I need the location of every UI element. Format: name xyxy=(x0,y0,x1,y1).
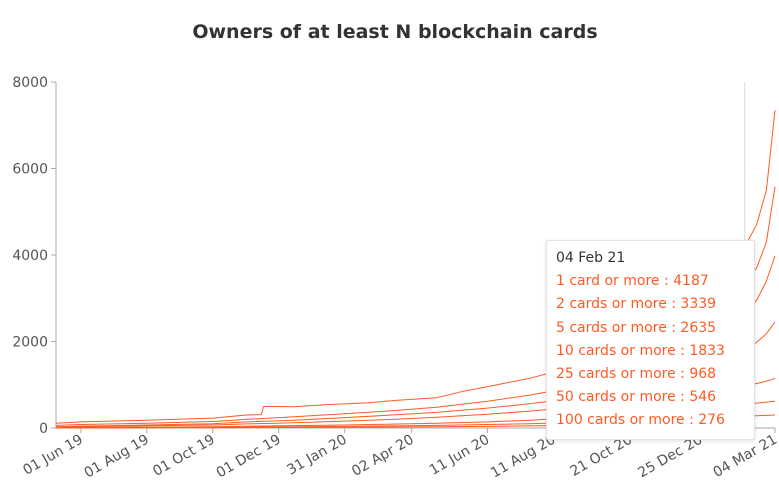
tooltip-row-2: 2 cards or more : 3339 xyxy=(556,296,717,313)
chart-title: Owners of at least N blockchain cards xyxy=(192,21,597,43)
chart-tooltip: 04 Feb 21 1 card or more : 4187 2 cards … xyxy=(546,240,755,440)
y-tick-label: 4000 xyxy=(12,248,48,264)
x-tick-label: 01 Dec 19 xyxy=(214,432,284,482)
x-tick-label: 31 Jan 20 xyxy=(284,432,349,479)
x-tick-label: 01 Aug 19 xyxy=(82,432,152,482)
x-tick-label: 01 Jun 19 xyxy=(20,432,86,479)
y-tick-label: 6000 xyxy=(12,162,48,178)
x-tick-label: 02 Apr 20 xyxy=(349,432,417,480)
tooltip-row-50: 50 cards or more : 546 xyxy=(556,389,717,406)
tooltip-row-100: 100 cards or more : 276 xyxy=(556,412,725,429)
tooltip-row-25: 25 cards or more : 968 xyxy=(556,366,717,383)
x-tick-label: 11 Jun 20 xyxy=(427,432,493,479)
tooltip-row-5: 5 cards or more : 2635 xyxy=(556,319,717,336)
y-axis: 0 2000 4000 6000 8000 xyxy=(12,75,57,437)
y-tick-label: 2000 xyxy=(12,335,48,351)
tooltip-row-10: 10 cards or more : 1833 xyxy=(556,342,725,359)
tooltip-date: 04 Feb 21 xyxy=(556,250,626,266)
y-tick-label: 0 xyxy=(39,421,48,437)
tooltip-row-1: 1 card or more : 4187 xyxy=(556,273,709,290)
x-tick-label: 01 Oct 19 xyxy=(150,432,218,480)
y-tick-label: 8000 xyxy=(12,75,48,91)
